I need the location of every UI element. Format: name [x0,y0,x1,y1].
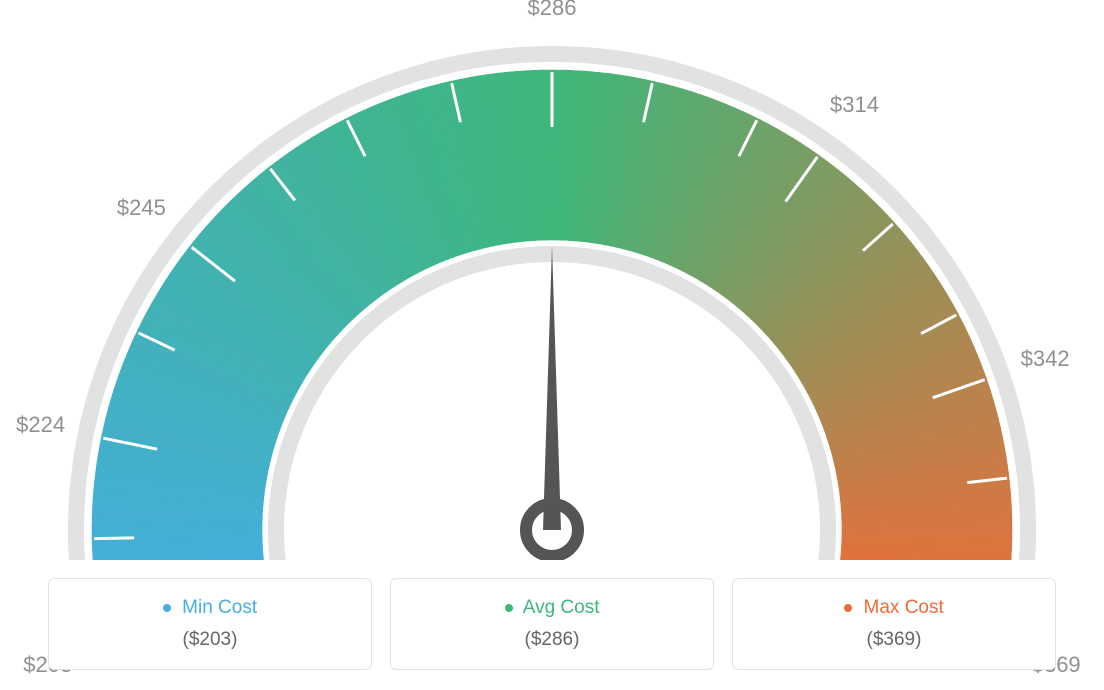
gauge-svg [0,0,1104,560]
gauge-area: $203$224$245$286$314$342$369 [0,0,1104,560]
gauge-tick-label: $314 [830,92,879,118]
legend-title-min: Min Cost [59,597,361,619]
legend-title-text: Min Cost [182,597,257,618]
legend-dot-icon [505,604,513,612]
legend-card-avg: Avg Cost ($286) [390,578,714,670]
legend-value-min: ($203) [59,629,361,651]
legend-title-text: Avg Cost [523,597,600,618]
gauge-tick-label: $342 [1021,346,1070,372]
legend-title-avg: Avg Cost [401,597,703,619]
legend-card-min: Min Cost ($203) [48,578,372,670]
legend-dot-icon [844,604,852,612]
legend-value-max: ($369) [743,629,1045,651]
gauge-tick-label: $245 [117,195,166,221]
legend-value-avg: ($286) [401,629,703,651]
legend-title-max: Max Cost [743,597,1045,619]
legend-card-max: Max Cost ($369) [732,578,1056,670]
gauge-chart-container: $203$224$245$286$314$342$369 Min Cost ($… [0,0,1104,690]
gauge-tick-label: $224 [16,412,65,438]
legend-title-text: Max Cost [864,597,944,618]
legend-row: Min Cost ($203) Avg Cost ($286) Max Cost… [48,578,1056,670]
legend-dot-icon [163,604,171,612]
gauge-tick-label: $286 [528,0,577,21]
